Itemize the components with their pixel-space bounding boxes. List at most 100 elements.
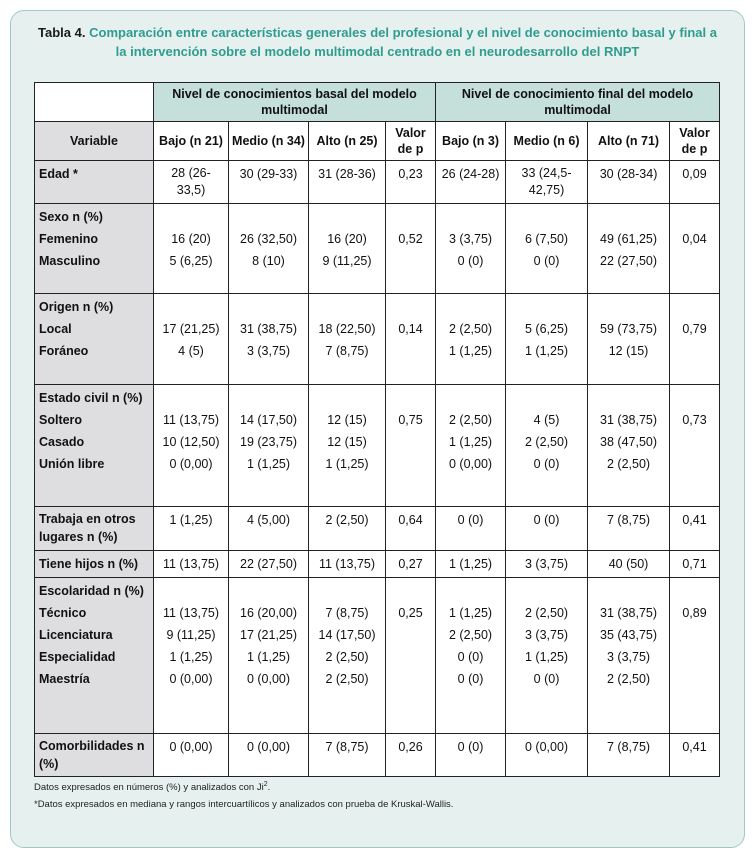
row-label: Especialidad — [39, 650, 116, 664]
table-cell: 31 (38,75) 3 (3,75) — [228, 293, 309, 385]
row-label: Foráneo — [39, 344, 89, 358]
table-cell: 0,09 — [669, 160, 721, 204]
table-cell: 31 (38,75) 38 (47,50) 2 (2,50) — [587, 384, 671, 507]
table-cell: 7 (8,75) — [587, 733, 671, 777]
group-header-basal: Nivel de conocimientos basal del modelo … — [152, 82, 437, 122]
row-label: Maestría — [39, 672, 90, 686]
table-cell: 0 (0) — [435, 733, 507, 777]
row-label: Casado — [39, 435, 85, 449]
column-header: Valor de p — [384, 121, 437, 161]
table-cell: 0 (0,00) — [505, 733, 589, 777]
table-cell: 0,71 — [669, 550, 721, 578]
group-header-final: Nivel de conocimiento final del modelo m… — [435, 82, 721, 122]
table-cell: 7 (8,75) 14 (17,50) 2 (2,50) 2 (2,50) — [308, 577, 386, 734]
table-cell: 18 (22,50) 7 (8,75) — [308, 293, 386, 385]
table-cell: 17 (21,25) 4 (5) — [153, 293, 229, 385]
column-header: Alto (n 71) — [587, 121, 671, 161]
table-cell: 4 (5) 2 (2,50) 0 (0) — [505, 384, 589, 507]
table-cell: 0 (0,00) — [153, 733, 229, 777]
table-cell: 0,64 — [384, 506, 437, 551]
column-header: Alto (n 25) — [308, 121, 386, 161]
table-cell: 1 (1,25) — [435, 550, 507, 578]
footnote-1: Datos expresados en números (%) y analiz… — [34, 781, 271, 794]
column-header: Medio (n 6) — [505, 121, 589, 161]
table-row-comorbilidades: Comorbilidades n (%) 0 (0,00) 0 (0,00) 7… — [34, 733, 721, 777]
table-row-escolaridad: Escolaridad n (%) Técnico Licenciatura E… — [34, 577, 721, 734]
table-cell: 14 (17,50) 19 (23,75) 1 (1,25) — [228, 384, 309, 507]
table-row-estado-civil: Estado civil n (%) Soltero Casado Unión … — [34, 384, 721, 507]
table-cell: 12 (15) 12 (15) 1 (1,25) — [308, 384, 386, 507]
table-cell: 31 (38,75) 35 (43,75) 3 (3,75) 2 (2,50) — [587, 577, 671, 734]
table-cell: 0,27 — [384, 550, 437, 578]
table-cell: 16 (20,00) 17 (21,25) 1 (1,25) 0 (0,00) — [228, 577, 309, 734]
table-cell: 49 (61,25) 22 (27,50) — [587, 203, 671, 294]
table-cell: 5 (6,25) 1 (1,25) — [505, 293, 589, 385]
table-cell: 26 (32,50) 8 (10) — [228, 203, 309, 294]
row-label-group: Sexo n (%) Femenino Masculino — [34, 203, 154, 294]
column-header: Medio (n 34) — [228, 121, 309, 161]
row-label: Comorbilidades n (%) — [34, 733, 154, 777]
table-cell: 59 (73,75) 12 (15) — [587, 293, 671, 385]
section-title: Sexo n (%) — [39, 210, 103, 224]
row-label: Femenino — [39, 232, 99, 246]
row-label: Técnico — [39, 606, 87, 620]
table-cell: 4 (5,00) — [228, 506, 309, 551]
row-label: Unión libre — [39, 457, 105, 471]
table-row-sexo: Sexo n (%) Femenino Masculino 16 (20) 5 (… — [34, 203, 721, 294]
row-label: Local — [39, 322, 72, 336]
table-cell: 1 (1,25) — [153, 506, 229, 551]
table-cell: 6 (7,50) 0 (0) — [505, 203, 589, 294]
table-cell: 16 (20) 5 (6,25) — [153, 203, 229, 294]
table-caption: Tabla 4. Comparación entre característic… — [31, 23, 724, 61]
table-row-trabaja: Trabaja en otros lugares n (%) 1 (1,25) … — [34, 506, 721, 551]
table-row-origen: Origen n (%) Local Foráneo 17 (21,25) 4 (… — [34, 293, 721, 385]
row-label-group: Estado civil n (%) Soltero Casado Unión … — [34, 384, 154, 507]
table-cell: 40 (50) — [587, 550, 671, 578]
column-header: Bajo (n 3) — [435, 121, 507, 161]
table-cell: 16 (20) 9 (11,25) — [308, 203, 386, 294]
column-header: Valor de p — [669, 121, 721, 161]
table-cell: 3 (3,75) — [505, 550, 589, 578]
table-cell: 22 (27,50) — [228, 550, 309, 578]
table-cell: 28 (26-33,5) — [153, 160, 229, 204]
corner-cell — [34, 82, 154, 122]
column-header-row: Variable Bajo (n 21) Medio (n 34) Alto (… — [34, 121, 721, 161]
table-cell: 26 (24-28) — [435, 160, 507, 204]
table-cell: 11 (13,75) 9 (11,25) 1 (1,25) 0 (0,00) — [153, 577, 229, 734]
table-cell: 0,41 — [669, 733, 721, 777]
row-label: Masculino — [39, 254, 101, 268]
section-title: Estado civil n (%) — [39, 391, 143, 405]
row-label: Trabaja en otros lugares n (%) — [34, 506, 154, 551]
column-header-variable: Variable — [34, 121, 154, 161]
section-title: Origen n (%) — [39, 300, 114, 314]
table-row-hijos: Tiene hijos n (%) 11 (13,75) 22 (27,50) … — [34, 550, 721, 578]
table-cell: 1 (1,25) 2 (2,50) 0 (0) 0 (0) — [435, 577, 507, 734]
table-cell: 7 (8,75) — [587, 506, 671, 551]
table-cell: 7 (8,75) — [308, 733, 386, 777]
row-label-group: Escolaridad n (%) Técnico Licenciatura E… — [34, 577, 154, 734]
section-title: Escolaridad n (%) — [39, 584, 144, 598]
group-header-row: Nivel de conocimientos basal del modelo … — [34, 82, 721, 122]
table-cell: 0,73 — [669, 384, 721, 507]
table-cell: 0,23 — [384, 160, 437, 204]
table-cell: 11 (13,75) — [153, 550, 229, 578]
data-table: Nivel de conocimientos basal del modelo … — [34, 82, 721, 777]
row-label: Soltero — [39, 413, 83, 427]
table-cell: 0,79 — [669, 293, 721, 385]
table-cell: 33 (24,5-42,75) — [505, 160, 589, 204]
table-cell: 2 (2,50) 3 (3,75) 1 (1,25) 0 (0) — [505, 577, 589, 734]
row-label: Licenciatura — [39, 628, 113, 642]
table-cell: 30 (29-33) — [228, 160, 309, 204]
table-cell: 2 (2,50) 1 (1,25) — [435, 293, 507, 385]
table-cell: 3 (3,75) 0 (0) — [435, 203, 507, 294]
table-cell: 30 (28-34) — [587, 160, 671, 204]
column-header: Bajo (n 21) — [153, 121, 229, 161]
row-label: Tiene hijos n (%) — [34, 550, 154, 578]
table-cell: 2 (2,50) — [308, 506, 386, 551]
row-label: Edad * — [34, 160, 154, 204]
table-cell: 2 (2,50) 1 (1,25) 0 (0,00) — [435, 384, 507, 507]
table-cell: 0,89 — [669, 577, 721, 734]
row-label-group: Origen n (%) Local Foráneo — [34, 293, 154, 385]
table-cell: 0,52 — [384, 203, 437, 294]
table-cell: 0,14 — [384, 293, 437, 385]
